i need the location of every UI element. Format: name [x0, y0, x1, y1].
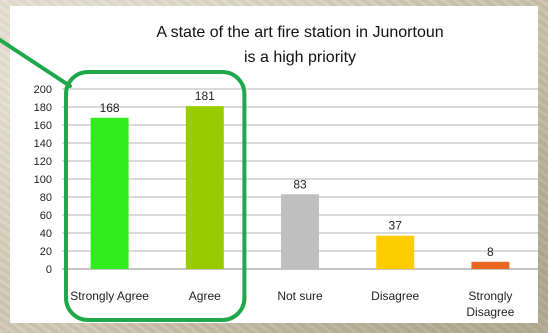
y-tick-label: 200	[34, 84, 52, 96]
y-tick-label: 180	[34, 102, 52, 114]
y-tick-label: 100	[34, 174, 52, 186]
y-tick-label: 40	[40, 228, 52, 240]
category-label: Strongly	[468, 289, 512, 303]
bar	[376, 235, 415, 269]
category-labels: Strongly Agree Agree Not sure Disagree Stron…	[70, 289, 514, 319]
y-tick-label: 140	[34, 138, 52, 150]
highlight-annotation	[0, 38, 247, 322]
category-label: Not sure	[277, 289, 323, 303]
y-tick-label: 0	[46, 264, 52, 276]
bar	[185, 106, 224, 269]
category-label: Agree	[189, 289, 221, 303]
highlight-box	[64, 70, 247, 322]
bar	[281, 194, 319, 269]
pointer-line	[0, 38, 72, 88]
y-tick-label: 20	[40, 246, 52, 258]
bar	[471, 261, 510, 269]
category-label: Disagree	[466, 305, 514, 319]
grid-lines	[62, 88, 538, 270]
data-label: 168	[100, 101, 120, 115]
y-tick-label: 120	[34, 156, 52, 168]
data-label: 83	[293, 177, 307, 191]
y-axis-ticks: 0 20 40 60 80 100 120 140 160 180 200	[34, 84, 52, 276]
data-label: 181	[195, 89, 215, 103]
bars	[90, 106, 510, 269]
chart-title-line-1: A state of the art fire station in Junor…	[156, 24, 443, 41]
y-tick-label: 80	[40, 192, 52, 204]
data-labels: 168 181 83 37 8	[100, 89, 494, 259]
bar	[90, 117, 129, 269]
data-label: 37	[389, 219, 403, 233]
chart-title-line-2: is a high priority	[244, 49, 356, 66]
data-label: 8	[487, 245, 494, 259]
category-label: Disagree	[371, 289, 419, 303]
y-tick-label: 160	[34, 120, 52, 132]
category-label: Strongly Agree	[70, 289, 149, 303]
y-tick-label: 60	[40, 210, 52, 222]
